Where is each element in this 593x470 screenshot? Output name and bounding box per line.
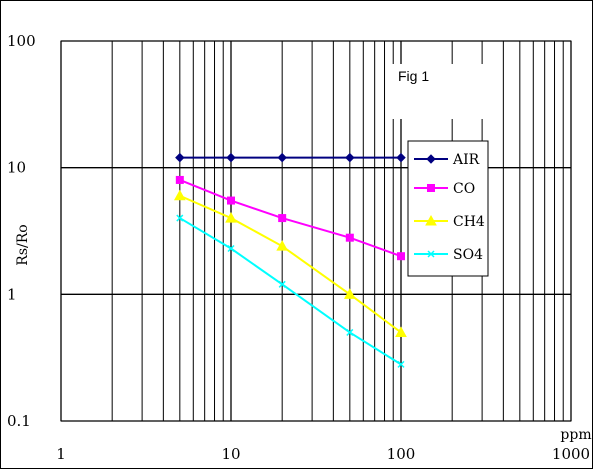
x-tick-label: 10 [221,445,240,463]
legend-marker-so2 [427,250,435,258]
data-point-co [345,233,354,242]
y-tick-label: 0.1 [7,412,31,430]
legend-label-so2: SO4 [453,247,483,263]
legend: AIR CO CH4 SO4 [407,140,489,277]
y-tick-label: 10 [7,159,26,177]
data-point-air [175,152,185,163]
plot-area [60,40,572,422]
data-point-so2-stroke [227,244,235,253]
grid [60,40,572,422]
data-point-so2-stroke [346,328,354,336]
data-point-so2 [176,214,184,222]
y-tick-label: 100 [7,32,36,50]
legend-label-air: AIR [452,152,480,168]
data-point-so2 [278,280,286,288]
data-point-ch4 [225,212,237,223]
data-point-air [345,152,355,163]
series-group [173,152,407,368]
data-point-so2-stroke [278,280,286,288]
data-point-so2 [397,360,405,368]
data-point-co [227,196,235,205]
tick-labels: 1 10 100 1000 0.1 1 10 100 [7,32,590,463]
legend-label-co: CO [453,181,475,197]
y-axis-label: Rs/Ro [15,224,31,265]
data-point-ch4 [343,288,356,299]
legend-entries: AIR CO CH4 SO4 [414,152,485,263]
annotation-box [389,64,484,119]
legend-marker-ch4 [425,214,437,226]
y-tick-label: 1 [7,285,17,303]
legend-label-ch4: CH4 [453,214,485,230]
data-point-so2 [346,328,354,336]
data-point-co [397,252,405,261]
data-point-co [175,175,184,184]
x-tick-label: 1000 [552,445,590,463]
data-point-ch4 [173,189,186,201]
legend-marker-so2-stroke [427,250,435,258]
legend-marker-co [427,184,435,192]
data-point-air [226,152,236,163]
data-point-ch4 [276,240,289,251]
data-point-air [396,152,406,163]
data-point-air [277,152,287,163]
legend-marker-air [426,154,436,164]
chart-annotation: Fig 1 [398,68,429,84]
data-point-ch4 [395,326,407,337]
data-point-so2 [227,244,235,253]
data-point-so2-stroke [176,214,184,222]
x-axis-label: ppm [560,427,591,443]
x-tick-label: 1 [56,445,66,463]
data-point-co [278,214,287,223]
x-tick-label: 100 [387,445,416,463]
data-point-so2-stroke [397,360,405,368]
